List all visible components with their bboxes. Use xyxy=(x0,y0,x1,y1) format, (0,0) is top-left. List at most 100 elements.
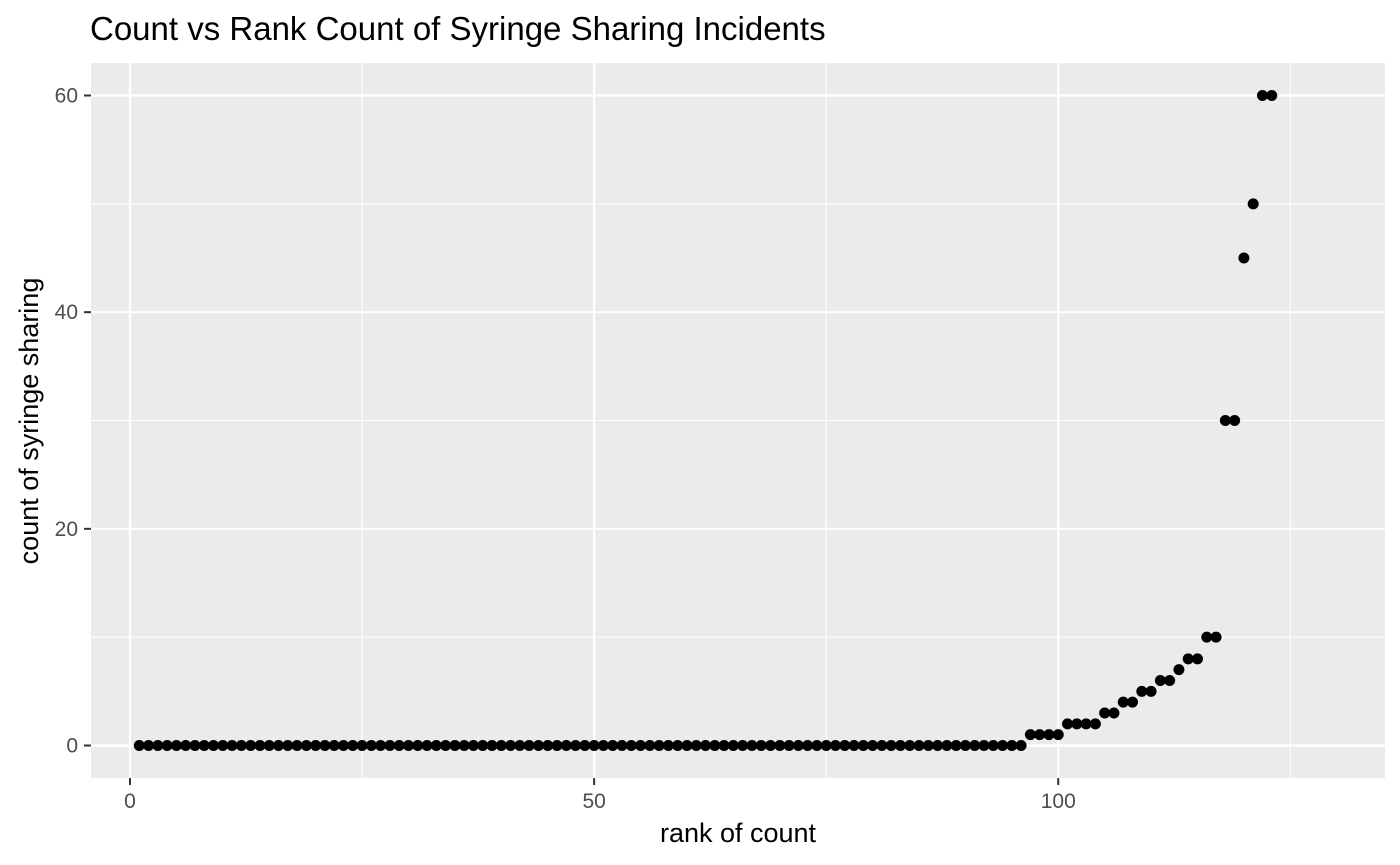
data-point xyxy=(1173,664,1185,676)
data-point xyxy=(792,740,804,751)
data-point xyxy=(1062,718,1074,730)
data-point xyxy=(570,740,582,751)
data-point xyxy=(1099,707,1111,719)
data-point xyxy=(941,740,953,751)
x-tick-label: 0 xyxy=(124,790,136,813)
data-point xyxy=(1006,740,1018,751)
data-point xyxy=(143,740,155,751)
data-point xyxy=(300,740,312,751)
data-point xyxy=(969,740,981,751)
data-point xyxy=(913,740,925,751)
y-tick-label: 40 xyxy=(55,301,78,324)
data-point xyxy=(523,740,535,751)
data-point xyxy=(885,740,897,751)
y-axis: 0 20 40 60 xyxy=(55,85,91,758)
data-point xyxy=(440,740,452,751)
x-axis: 0 50 100 xyxy=(124,778,1076,813)
data-point xyxy=(393,740,405,751)
y-axis-title: count of syringe sharing xyxy=(14,278,44,565)
data-point xyxy=(922,740,934,751)
data-point xyxy=(997,740,1009,751)
data-point xyxy=(217,740,229,751)
data-point xyxy=(1219,415,1231,426)
data-point xyxy=(198,740,210,751)
data-point xyxy=(1136,685,1148,697)
data-point xyxy=(950,740,962,751)
data-point xyxy=(263,740,275,751)
data-point xyxy=(1154,675,1166,686)
data-point xyxy=(1191,653,1203,665)
data-point xyxy=(1266,90,1278,101)
data-point xyxy=(681,740,693,751)
data-point xyxy=(635,740,647,751)
y-tick-label: 60 xyxy=(55,85,78,108)
data-point xyxy=(616,740,628,751)
data-point xyxy=(718,740,730,751)
data-point xyxy=(867,740,879,751)
data-point xyxy=(588,740,600,751)
data-point xyxy=(412,740,424,751)
data-point xyxy=(161,740,173,751)
data-point xyxy=(430,740,442,751)
data-point xyxy=(1145,685,1157,697)
data-points xyxy=(133,90,1278,751)
data-point xyxy=(653,740,665,751)
data-point xyxy=(291,740,303,751)
data-point xyxy=(839,740,851,751)
data-point xyxy=(1052,729,1064,741)
data-point xyxy=(273,740,285,751)
data-point xyxy=(1080,718,1092,730)
data-point xyxy=(1210,631,1222,643)
data-point xyxy=(495,740,507,751)
data-point xyxy=(532,740,544,751)
data-point xyxy=(1034,729,1046,741)
x-tick-label: 50 xyxy=(582,790,605,813)
data-point xyxy=(894,740,906,751)
data-point xyxy=(644,740,656,751)
data-point xyxy=(1127,696,1139,708)
data-point xyxy=(802,740,814,751)
y-tick-label: 20 xyxy=(55,518,78,541)
data-point xyxy=(978,740,990,751)
data-point xyxy=(1201,631,1213,643)
data-point xyxy=(189,740,201,751)
data-point xyxy=(180,740,192,751)
data-point xyxy=(1015,740,1027,751)
data-point xyxy=(1238,252,1250,264)
data-point xyxy=(746,740,758,751)
data-point xyxy=(1247,198,1259,210)
data-point xyxy=(783,740,795,751)
data-point xyxy=(1071,718,1083,730)
data-point xyxy=(337,740,349,751)
data-point xyxy=(208,740,220,751)
minor-gridlines xyxy=(91,63,1385,778)
data-point xyxy=(904,740,916,751)
data-point xyxy=(551,740,563,751)
data-point xyxy=(820,740,832,751)
data-point xyxy=(987,740,999,751)
chart-title: Count vs Rank Count of Syringe Sharing I… xyxy=(90,10,826,47)
data-point xyxy=(848,740,860,751)
data-point xyxy=(245,740,257,751)
data-point xyxy=(347,740,359,751)
data-point xyxy=(857,740,869,751)
data-point xyxy=(365,740,377,751)
data-point xyxy=(597,740,609,751)
data-point xyxy=(235,740,247,751)
data-point xyxy=(310,740,322,751)
data-point xyxy=(737,740,749,751)
data-point xyxy=(1229,415,1241,426)
data-point xyxy=(709,740,721,751)
data-point xyxy=(449,740,461,751)
x-axis-title: rank of count xyxy=(660,818,817,848)
data-point xyxy=(560,740,572,751)
data-point xyxy=(690,740,702,751)
data-point xyxy=(375,740,387,751)
data-point xyxy=(811,740,823,751)
data-point xyxy=(170,740,182,751)
data-point xyxy=(421,740,433,751)
data-point xyxy=(467,740,479,751)
data-point xyxy=(356,740,368,751)
data-point xyxy=(1089,718,1101,730)
